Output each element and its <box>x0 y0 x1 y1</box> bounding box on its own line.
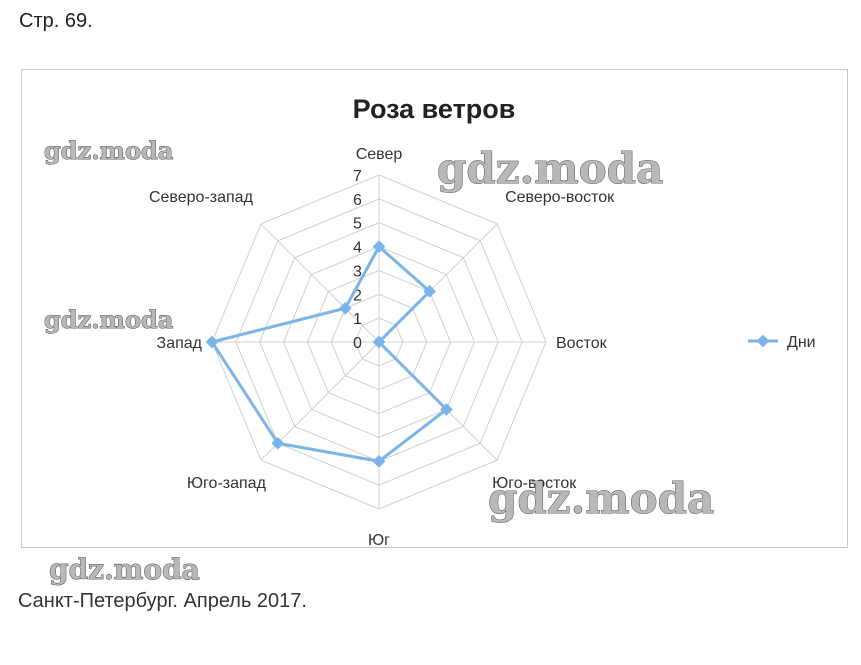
data-point <box>372 335 386 349</box>
category-label: Запад <box>157 335 203 352</box>
category-labels: Север Северо-восток Восток Юго-восток Юг Юго-… <box>149 146 615 549</box>
category-label: Юго-восток <box>492 475 577 492</box>
data-point <box>423 285 436 298</box>
category-label: Северо-запад <box>149 189 254 206</box>
radar-chart: Роза ветров 0 1 2 3 4 5 6 7 Север Северо-восток В… <box>149 94 816 549</box>
data-point <box>205 335 219 349</box>
category-label: Юг <box>368 532 390 547</box>
tick-label: 2 <box>353 287 362 304</box>
tick-label: 3 <box>353 263 362 280</box>
tick-label: 6 <box>353 192 362 209</box>
page-heading: Стр. 69. <box>19 10 93 32</box>
series-line <box>210 245 448 463</box>
grid-spoke <box>260 223 380 343</box>
tick-label: 5 <box>353 216 362 233</box>
data-point <box>338 301 352 315</box>
data-series <box>205 240 453 468</box>
legend-marker <box>756 334 770 348</box>
chart-frame: Роза ветров 0 1 2 3 4 5 6 7 Север Северо-восток В… <box>21 69 848 549</box>
tick-label: 0 <box>353 335 362 352</box>
data-point <box>271 436 285 450</box>
tick-label: 7 <box>353 168 362 185</box>
data-point <box>440 403 453 416</box>
category-label: Северо-восток <box>505 189 615 206</box>
category-label: Восток <box>556 335 608 352</box>
legend-label: Дни <box>787 334 816 351</box>
category-label: Север <box>356 146 403 163</box>
tick-label: 1 <box>353 311 362 328</box>
legend: Дни <box>748 334 816 351</box>
data-point <box>372 454 386 468</box>
radial-tick-labels: 0 1 2 3 4 5 6 7 <box>353 168 362 352</box>
data-point <box>372 240 386 253</box>
tick-label: 4 <box>353 240 362 257</box>
chart-title: Роза ветров <box>353 94 516 124</box>
caption: Санкт-Петербург. Апрель 2017. <box>18 590 307 612</box>
watermark: gdz.moda <box>49 553 200 586</box>
category-label: Юго-запад <box>187 475 267 492</box>
